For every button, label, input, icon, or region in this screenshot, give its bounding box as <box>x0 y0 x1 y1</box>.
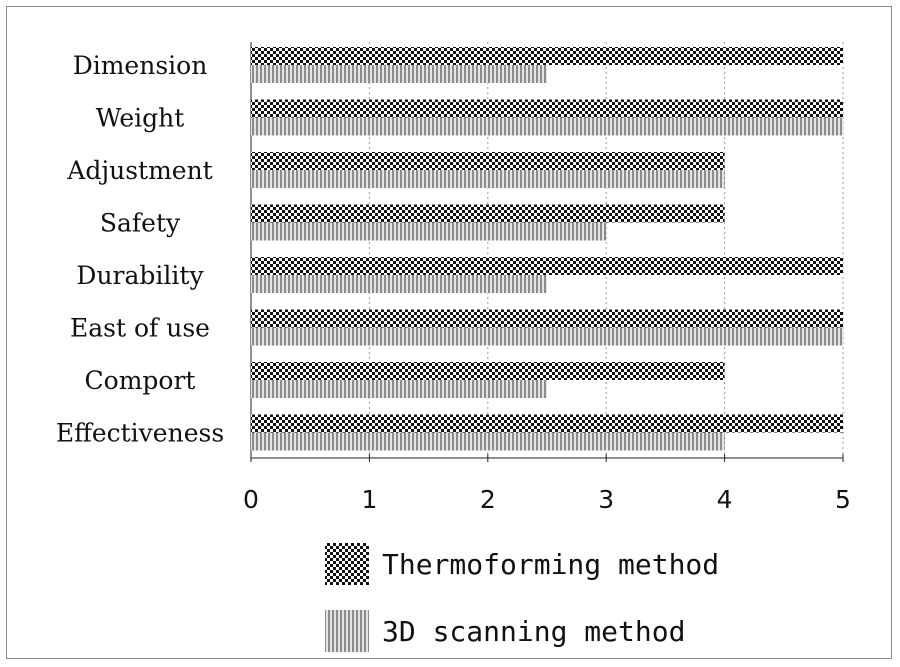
bar-thermoforming-method-safety <box>251 204 725 223</box>
x-tick-label-2: 2 <box>480 485 496 514</box>
category-label-adjustment: Adjustment <box>66 156 212 185</box>
bar-3d-scanning-method-durability <box>251 275 547 293</box>
bar-thermoforming-method-dimension <box>251 47 843 65</box>
bar-thermoforming-method-comport <box>251 362 725 380</box>
legend: Thermoforming method 3D scanning method <box>325 543 719 652</box>
category-label-dimension: Dimension <box>73 51 208 80</box>
category-label-safety: Safety <box>100 209 181 238</box>
tick-labels: 0 1 2 3 4 5 <box>243 485 851 514</box>
bars <box>251 47 843 451</box>
bar-3d-scanning-method-east-of-use <box>251 327 843 346</box>
bar-3d-scanning-method-dimension <box>251 65 547 83</box>
legend-label-3d-scanning-method: 3D scanning method <box>382 615 685 648</box>
category-label-weight: Weight <box>96 104 185 133</box>
x-tick-label-4: 4 <box>717 485 733 514</box>
bar-3d-scanning-method-comport <box>251 380 547 398</box>
bar-thermoforming-method-durability <box>251 257 843 275</box>
x-tick-label-0: 0 <box>243 485 259 514</box>
category-label-durability: Durability <box>76 261 204 290</box>
bar-thermoforming-method-effectiveness <box>251 414 843 433</box>
bar-3d-scanning-method-weight <box>251 117 843 136</box>
legend-swatch-thermoforming-method <box>325 543 369 585</box>
category-label-effectiveness: Effectiveness <box>56 419 224 448</box>
bar-3d-scanning-method-effectiveness <box>251 432 725 451</box>
bar-thermoforming-method-east-of-use <box>251 309 843 328</box>
x-tick-label-3: 3 <box>598 485 614 514</box>
x-tick-label-5: 5 <box>835 485 851 514</box>
legend-label-thermoforming-method: Thermoforming method <box>382 548 719 581</box>
x-tick-label-1: 1 <box>361 485 377 514</box>
legend-swatch-3d-scanning-method <box>325 610 369 652</box>
bar-thermoforming-method-weight <box>251 99 843 118</box>
bar-3d-scanning-method-safety <box>251 222 607 241</box>
category-labels: Dimension Weight Adjustment Safety Durabilit… <box>56 51 224 448</box>
category-label-east-of-use: East of use <box>70 314 210 343</box>
category-label-comport: Comport <box>85 366 196 395</box>
bar-thermoforming-method-adjustment <box>251 152 725 170</box>
bar-3d-scanning-method-adjustment <box>251 170 725 188</box>
